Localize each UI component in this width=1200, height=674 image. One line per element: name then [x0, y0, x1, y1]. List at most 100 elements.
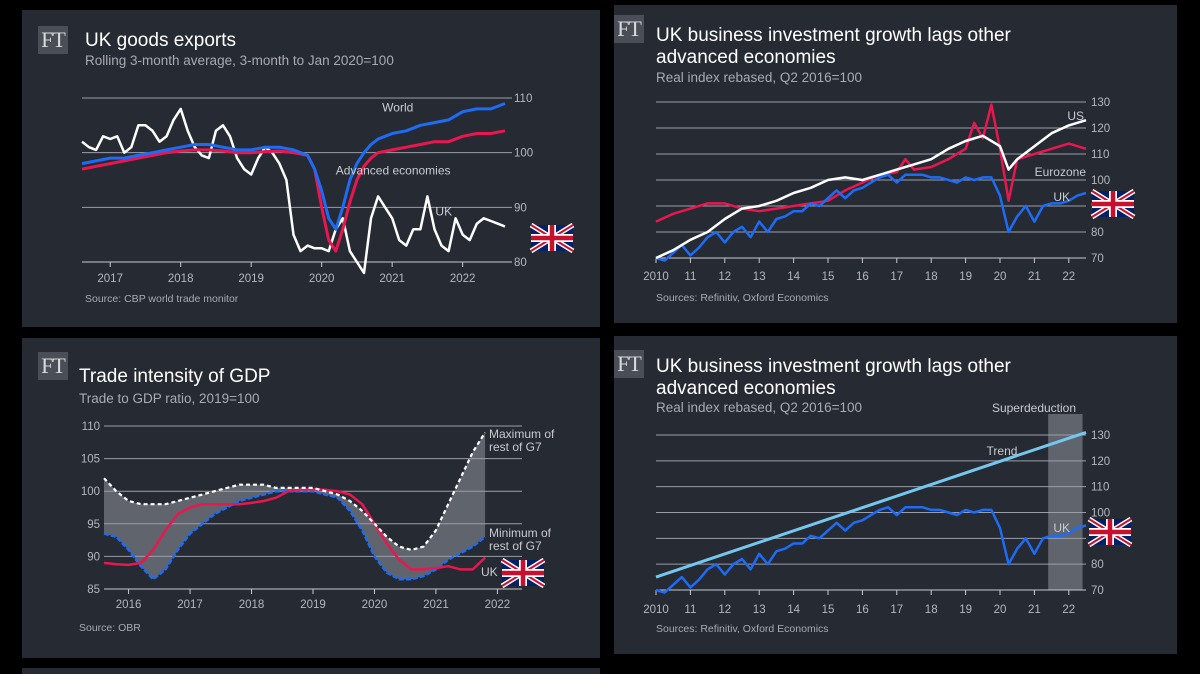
series-line-maximum-of-rest-of-g7: [103, 431, 487, 551]
series-line-world: [81, 102, 506, 231]
y-tick-label: 90: [87, 551, 100, 563]
chart-title-line-2: advanced economies: [656, 47, 836, 68]
ft-logo: FT: [38, 26, 68, 54]
annotation-uk: UK: [435, 205, 452, 219]
x-tick-label: 21: [1028, 604, 1041, 616]
x-tick-label: 18: [925, 271, 938, 283]
chart-business-investment-comparison: 7080901001101201302010111213141516171819…: [643, 97, 1136, 283]
chart-source: Sources: Refinitiv, Oxford Economics: [656, 623, 829, 635]
x-tick-label: 2022: [485, 599, 511, 611]
series-line-eurozone: [655, 103, 1087, 223]
y-tick-label: 130: [1091, 430, 1110, 442]
annotation-advanced-economies: Advanced economies: [336, 164, 451, 178]
x-tick-label: 2010: [643, 604, 669, 616]
y-tick-label: 100: [1091, 175, 1110, 187]
series-line-us: [655, 119, 1087, 260]
y-tick-label: 90: [514, 202, 527, 214]
chart-title: UK business investment growth lags other: [656, 356, 1011, 377]
chart-uk-goods-exports: 80 90 100 110 2017 2018 2019 2020 2021 2022 World A…: [81, 93, 575, 285]
chart-source: Source: CBP world trade monitor: [85, 293, 239, 305]
chart-subtitle: Trade to GDP ratio, 2019=100: [79, 391, 260, 406]
x-tick-label: 2021: [379, 273, 405, 285]
annotation-maximum-line-2: rest of G7: [489, 440, 542, 454]
annotation-trend: Trend: [987, 444, 1018, 458]
chart-panel-business-investment-trend: FT UK business investment growth lags ot…: [614, 336, 1177, 654]
y-tick-label: 110: [514, 93, 532, 105]
y-tick-label: 110: [82, 421, 100, 433]
uk-flag-icon: [529, 222, 575, 254]
x-tick-label: 2017: [177, 599, 203, 611]
x-tick-label: 2019: [300, 599, 326, 611]
annotation-superdeduction: Superdeduction: [992, 401, 1076, 415]
chart-panel-trade-intensity: FT Trade intensity of GDP Trade to GDP r…: [22, 338, 600, 658]
chart-subtitle: Real index rebased, Q2 2016=100: [656, 400, 863, 415]
annotation-uk: UK: [1053, 521, 1070, 535]
annotation-us: US: [1067, 109, 1084, 123]
y-tick-label: 80: [1091, 559, 1104, 571]
y-tick-label: 85: [87, 584, 100, 596]
annotation-world: World: [382, 101, 413, 115]
x-tick-label: 2021: [423, 599, 449, 611]
x-tick-label: 19: [959, 271, 972, 283]
x-tick-label: 2020: [362, 599, 388, 611]
x-tick-label: 16: [856, 271, 869, 283]
y-tick-label: 80: [1091, 227, 1104, 239]
y-tick-label: 100: [1091, 508, 1110, 520]
chart-source: Source: OBR: [79, 622, 141, 634]
annotation-maximum: Maximum of: [489, 427, 555, 441]
x-tick-label: 2016: [116, 599, 142, 611]
chart-panel-uk-goods-exports: FT UK goods exports Rolling 3-month aver…: [22, 10, 600, 327]
annotation-eurozone: Eurozone: [1035, 165, 1087, 179]
x-tick-label: 21: [1028, 271, 1041, 283]
chart-trade-intensity: 85 90 95 100 105 110 2016 2017 2018 2019 2020 2021 2…: [81, 421, 555, 611]
y-tick-label: 100: [514, 148, 533, 160]
x-tick-label: 2019: [238, 273, 264, 285]
x-tick-label: 13: [753, 604, 766, 616]
x-tick-label: 18: [925, 604, 938, 616]
chart-panel-partial: [22, 668, 600, 674]
series-line-uk: [103, 487, 486, 571]
chart-title: UK goods exports: [85, 30, 237, 51]
ft-logo: FT: [614, 350, 644, 378]
chart-business-investment-trend: 7080901001101201302010111213141516171819…: [643, 401, 1133, 616]
x-tick-label: 16: [856, 604, 869, 616]
y-tick-label: 70: [1091, 585, 1104, 597]
chart-subtitle: Real index rebased, Q2 2016=100: [656, 70, 863, 85]
chart-title-line-2: advanced economies: [656, 378, 836, 399]
uk-flag-icon: [500, 557, 546, 589]
x-tick-label: 2022: [450, 273, 476, 285]
x-tick-label: 13: [753, 271, 766, 283]
y-tick-label: 95: [87, 519, 100, 531]
x-tick-label: 12: [718, 271, 731, 283]
annotation-minimum-line-2: rest of G7: [489, 539, 542, 553]
x-tick-label: 19: [959, 604, 972, 616]
chart-title: Trade intensity of GDP: [79, 366, 271, 387]
uk-flag-icon: [1090, 188, 1136, 220]
x-tick-label: 20: [994, 604, 1007, 616]
x-tick-label: 17: [890, 604, 903, 616]
x-tick-label: 14: [787, 271, 800, 283]
uk-flag-icon: [1087, 516, 1133, 548]
y-tick-label: 80: [514, 257, 527, 269]
x-tick-label: 20: [994, 271, 1007, 283]
range-band-rest-of-g7: [104, 432, 486, 580]
x-tick-label: 2018: [239, 599, 265, 611]
ft-logo: FT: [38, 352, 68, 380]
series-line-advanced-economies: [81, 129, 506, 253]
x-tick-label: 22: [1062, 604, 1075, 616]
y-tick-label: 110: [1091, 149, 1109, 161]
x-tick-label: 15: [822, 271, 835, 283]
x-tick-label: 12: [718, 604, 731, 616]
ft-logo: FT: [614, 15, 644, 43]
y-tick-label: 120: [1091, 456, 1110, 468]
x-tick-label: 11: [684, 604, 696, 616]
series-line-uk: [655, 506, 1087, 594]
x-tick-label: 14: [787, 604, 800, 616]
annotation-uk: UK: [1053, 190, 1070, 204]
chart-subtitle: Rolling 3-month average, 3-month to Jan …: [85, 53, 394, 68]
x-tick-label: 2018: [168, 273, 194, 285]
x-tick-label: 2020: [309, 273, 335, 285]
y-tick-label: 100: [81, 486, 100, 498]
annotation-uk: UK: [481, 565, 498, 579]
series-line-trend: [655, 430, 1087, 579]
